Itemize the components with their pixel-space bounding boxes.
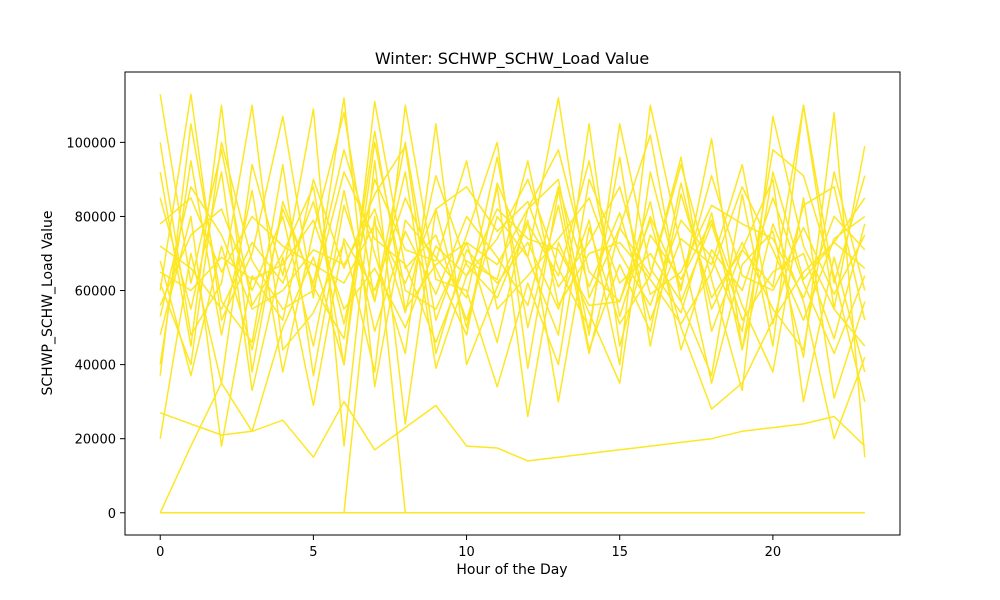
series-line-16 bbox=[159, 123, 866, 377]
series-line-12 bbox=[159, 108, 866, 447]
series-line-14 bbox=[159, 104, 866, 402]
series-line-17 bbox=[159, 160, 866, 318]
x-tick-label: 20 bbox=[765, 545, 782, 560]
x-tick-label: 5 bbox=[309, 545, 317, 560]
chart-title: Winter: SCHWP_SCHW_Load Value bbox=[375, 49, 649, 69]
series-line-9 bbox=[159, 111, 866, 403]
series-line-10 bbox=[159, 160, 866, 340]
y-axis: 0 20000 40000 60000 80000 100000 bbox=[66, 136, 125, 522]
x-tick-label: 0 bbox=[156, 545, 164, 560]
y-tick-label: 100000 bbox=[66, 136, 116, 151]
series-line-19 bbox=[159, 141, 866, 366]
x-axis-label: Hour of the Day bbox=[456, 562, 567, 578]
x-axis: 0 5 10 15 20 bbox=[156, 535, 781, 560]
y-tick-label: 60000 bbox=[75, 285, 116, 300]
series-line-18 bbox=[160, 215, 865, 514]
series-line-4 bbox=[159, 93, 866, 388]
y-tick-label: 0 bbox=[108, 507, 116, 522]
plot-frame bbox=[124, 71, 901, 536]
series-line-13 bbox=[159, 186, 866, 299]
y-tick-label: 20000 bbox=[75, 433, 116, 448]
series-line-2 bbox=[159, 400, 866, 462]
series-line-15 bbox=[159, 197, 866, 355]
y-tick-label: 80000 bbox=[75, 210, 116, 225]
series-line-11 bbox=[159, 163, 866, 347]
series-layer bbox=[159, 93, 866, 514]
y-tick-label: 40000 bbox=[75, 359, 116, 374]
y-axis-label: SCHWP_SCHW_Load Value bbox=[40, 211, 56, 396]
x-tick-label: 10 bbox=[458, 545, 475, 560]
x-tick-label: 15 bbox=[611, 545, 628, 560]
